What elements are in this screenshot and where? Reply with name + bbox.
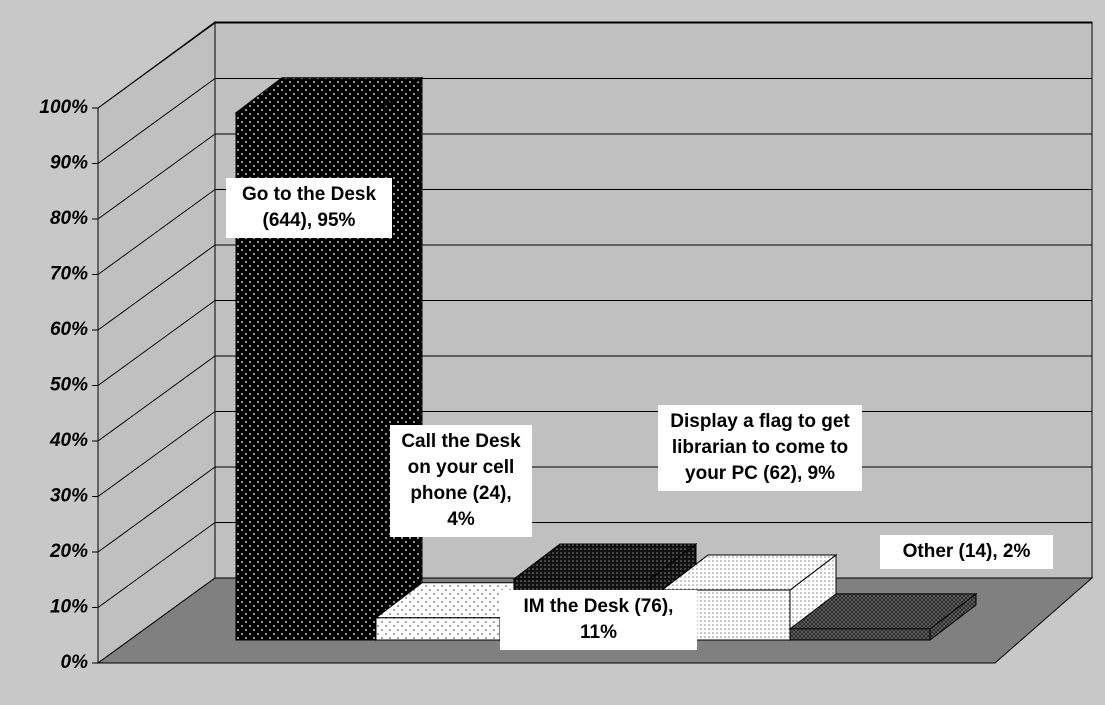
y-tick-label: 70% — [50, 264, 88, 285]
grid-line — [97, 466, 216, 553]
data-label: Call the Desk on your cell phone (24), 4… — [390, 425, 532, 537]
grid-line — [97, 78, 216, 164]
grid-line — [97, 522, 216, 608]
grid-line — [97, 189, 216, 275]
bar — [375, 617, 501, 641]
y-tick-label: 40% — [49, 430, 88, 451]
grid-line — [97, 411, 216, 497]
grid-line — [97, 244, 216, 331]
y-tick-label: 90% — [50, 153, 88, 174]
data-label: Go to the Desk (644), 95% — [226, 178, 392, 238]
y-tick-label: 80% — [50, 208, 88, 229]
grid-line — [97, 300, 216, 386]
y-tick-label: 60% — [50, 319, 88, 340]
y-tick-label: 10% — [50, 597, 88, 618]
grid-line — [97, 355, 216, 442]
grid-line — [97, 133, 216, 220]
y-tick-label: 100% — [39, 97, 88, 118]
grid-line — [97, 22, 216, 109]
data-label: Display a flag to get librarian to come … — [658, 405, 862, 491]
bar — [789, 628, 931, 641]
y-tick-label: 0% — [61, 652, 89, 673]
y-tick-label: 50% — [50, 375, 88, 396]
y-tick-label: 30% — [50, 486, 88, 507]
bar-side — [375, 76, 423, 642]
data-label: Other (14), 2% — [880, 535, 1053, 569]
y-tick-label: 20% — [49, 541, 88, 562]
data-label: IM the Desk (76), 11% — [500, 590, 697, 650]
